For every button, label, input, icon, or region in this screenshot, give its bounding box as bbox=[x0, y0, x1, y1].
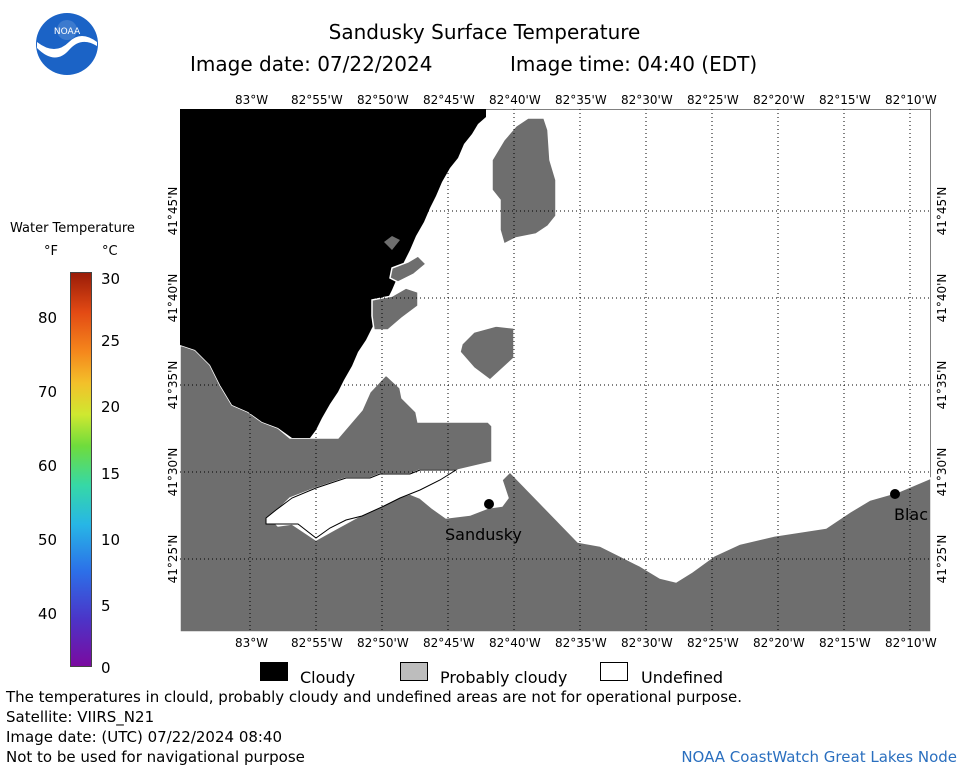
legend-undefined-label: Undefined bbox=[641, 668, 724, 687]
lon-tick-top: 82°20'W bbox=[753, 93, 805, 107]
colorbar bbox=[70, 272, 92, 667]
lat-tick-left: 41°30'N bbox=[166, 447, 180, 497]
lon-tick-bottom: 82°20'W bbox=[753, 636, 805, 650]
c-label: 20 bbox=[101, 398, 121, 416]
probably-cloudy-small-2 bbox=[389, 255, 428, 283]
sandusky-marker bbox=[484, 499, 494, 509]
probably-cloudy-small-3 bbox=[384, 236, 400, 250]
c-label: 25 bbox=[101, 332, 121, 350]
lon-tick-bottom: 82°55'W bbox=[291, 636, 343, 650]
cloudy-area bbox=[180, 109, 486, 438]
lon-tick-top: 82°50'W bbox=[357, 93, 409, 107]
legend-cloudy-label: Cloudy bbox=[300, 668, 356, 687]
f-label: 80 bbox=[38, 309, 58, 327]
lon-tick-bottom: 82°15'W bbox=[819, 636, 871, 650]
lon-tick-bottom: 82°10'W bbox=[885, 636, 937, 650]
lat-tick-right: 41°40'N bbox=[935, 273, 949, 323]
colorbar-unit-c: °C bbox=[102, 244, 118, 259]
c-label: 5 bbox=[101, 597, 111, 615]
map-title: Sandusky Surface Temperature bbox=[328, 20, 641, 44]
c-label: 0 bbox=[101, 659, 111, 677]
c-label: 10 bbox=[101, 531, 121, 549]
lat-tick-right: 41°35'N bbox=[935, 360, 949, 410]
blac-marker bbox=[890, 489, 900, 499]
legend-undefined-swatch bbox=[600, 662, 628, 681]
lon-tick-top: 82°40'W bbox=[489, 93, 541, 107]
image-time: Image time: 04:40 (EDT) bbox=[510, 52, 758, 76]
land-area bbox=[180, 344, 931, 632]
lon-tick-bottom: 82°50'W bbox=[357, 636, 409, 650]
lon-tick-top: 82°35'W bbox=[555, 93, 607, 107]
colorbar-unit-f: °F bbox=[44, 244, 58, 259]
lat-tick-left: 41°35'N bbox=[166, 360, 180, 410]
f-label: 60 bbox=[38, 457, 58, 475]
lon-tick-bottom: 82°35'W bbox=[555, 636, 607, 650]
lon-tick-top: 82°25'W bbox=[687, 93, 739, 107]
c-label: 30 bbox=[101, 270, 121, 288]
place-label-blac: Blac bbox=[894, 505, 928, 524]
lon-tick-bottom: 82°45'W bbox=[423, 636, 475, 650]
lon-tick-top: 83°W bbox=[235, 93, 269, 107]
undefined-notch bbox=[265, 469, 458, 539]
probably-cloudy-north bbox=[491, 117, 557, 246]
probably-cloudy-mid bbox=[459, 325, 515, 381]
lon-tick-top: 82°15'W bbox=[819, 93, 871, 107]
lat-tick-left: 41°25'N bbox=[166, 534, 180, 584]
logo-text: NOAA bbox=[54, 27, 81, 37]
footer-utc-date: Image date: (UTC) 07/22/2024 08:40 bbox=[6, 728, 283, 746]
f-label: 50 bbox=[38, 531, 58, 549]
lon-tick-top: 82°55'W bbox=[291, 93, 343, 107]
noaa-logo: NOAA bbox=[36, 13, 98, 75]
legend-cloudy-swatch bbox=[260, 662, 288, 681]
legend-probably-cloudy-swatch bbox=[400, 662, 428, 681]
lon-tick-bottom: 82°25'W bbox=[687, 636, 739, 650]
footer-note: The temperatures in clould, probably clo… bbox=[6, 688, 743, 706]
lon-tick-bottom: 82°30'W bbox=[621, 636, 673, 650]
lat-tick-right: 41°45'N bbox=[935, 186, 949, 236]
f-label: 70 bbox=[38, 383, 58, 401]
lon-tick-top: 82°10'W bbox=[885, 93, 937, 107]
footer-satellite: Satellite: VIIRS_N21 bbox=[6, 708, 155, 726]
lon-tick-bottom: 83°W bbox=[235, 636, 269, 650]
c-label: 15 bbox=[101, 465, 121, 483]
legend-probably-cloudy-label: Probably cloudy bbox=[440, 668, 568, 687]
f-label: 40 bbox=[38, 605, 58, 623]
colorbar-title: Water Temperature bbox=[10, 221, 135, 236]
lat-tick-right: 41°30'N bbox=[935, 447, 949, 497]
lat-tick-left: 41°40'N bbox=[166, 273, 180, 323]
image-date: Image date: 07/22/2024 bbox=[190, 52, 433, 76]
lon-tick-top: 82°30'W bbox=[621, 93, 673, 107]
place-label-sandusky: Sandusky bbox=[445, 525, 522, 544]
lat-tick-left: 41°45'N bbox=[166, 186, 180, 236]
footer-node: NOAA CoastWatch Great Lakes Node bbox=[681, 748, 957, 766]
lon-tick-top: 82°45'W bbox=[423, 93, 475, 107]
footer-nav: Not to be used for navigational purpose bbox=[6, 748, 305, 766]
lon-tick-bottom: 82°40'W bbox=[489, 636, 541, 650]
probably-cloudy-small-1 bbox=[371, 287, 419, 331]
map-panel: Sandusky Blac bbox=[180, 109, 931, 632]
lat-tick-right: 41°25'N bbox=[935, 534, 949, 584]
